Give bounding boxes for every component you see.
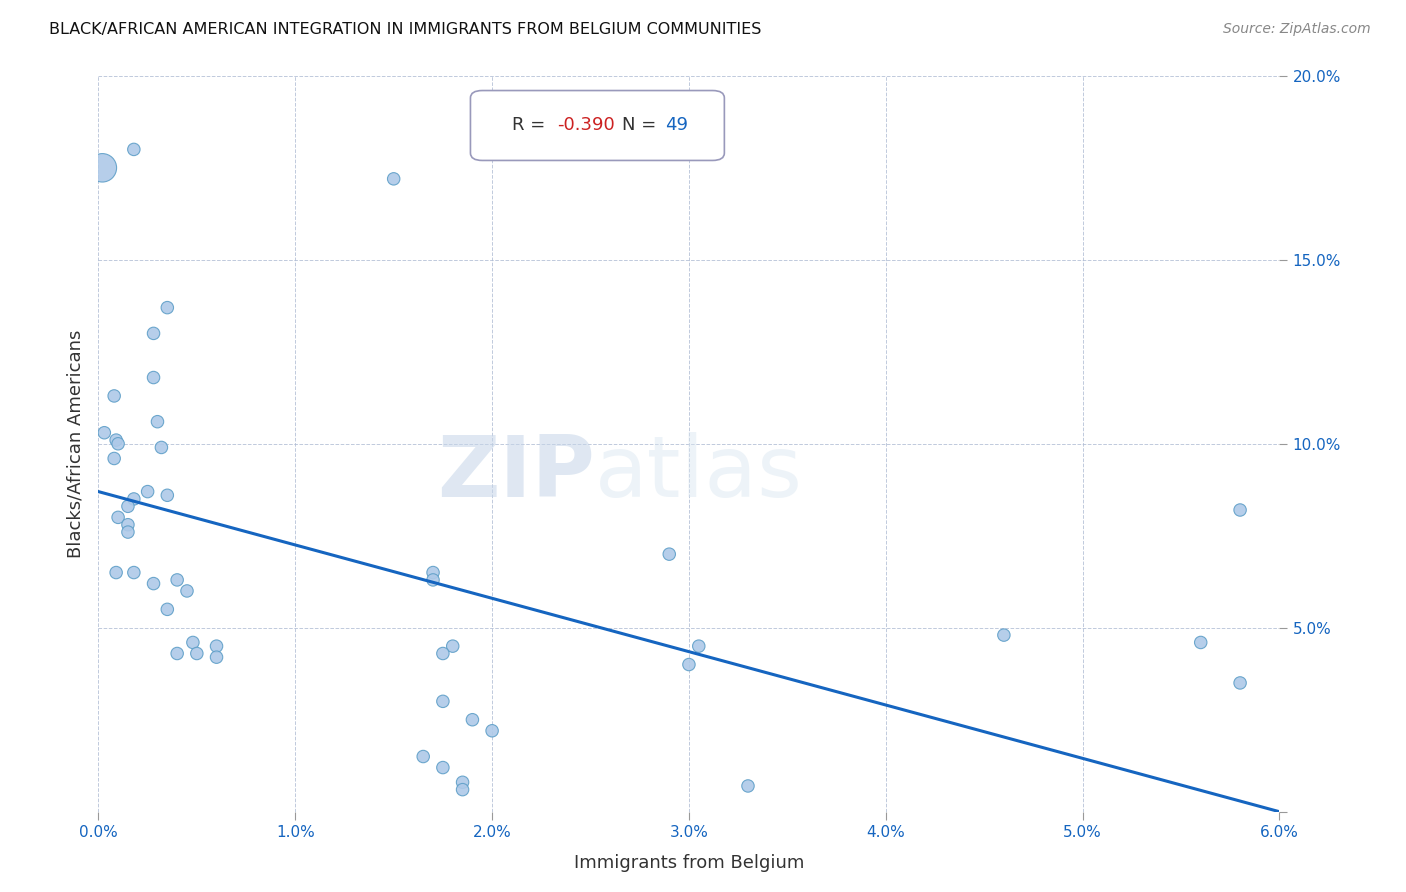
Point <box>422 566 444 580</box>
Point <box>412 749 434 764</box>
Point <box>993 628 1015 642</box>
Point <box>422 573 444 587</box>
Point <box>117 517 139 532</box>
X-axis label: Immigrants from Belgium: Immigrants from Belgium <box>574 854 804 871</box>
Point <box>1229 676 1251 690</box>
Point <box>105 433 128 447</box>
Text: R =: R = <box>512 117 551 135</box>
Point <box>156 488 179 502</box>
Point <box>107 510 129 524</box>
Point <box>103 451 125 466</box>
Point <box>441 639 464 653</box>
Point <box>451 775 474 789</box>
Point <box>205 650 228 665</box>
Text: BLACK/AFRICAN AMERICAN INTEGRATION IN IMMIGRANTS FROM BELGIUM COMMUNITIES: BLACK/AFRICAN AMERICAN INTEGRATION IN IM… <box>49 22 762 37</box>
Point <box>107 436 129 450</box>
Point <box>176 584 198 599</box>
Point <box>122 142 145 157</box>
Text: atlas: atlas <box>595 432 803 515</box>
Point <box>142 326 165 341</box>
Point <box>1189 635 1212 649</box>
Point <box>451 782 474 797</box>
Text: Source: ZipAtlas.com: Source: ZipAtlas.com <box>1223 22 1371 37</box>
Point <box>142 576 165 591</box>
Point <box>117 500 139 514</box>
Text: ZIP: ZIP <box>437 432 595 515</box>
Text: 49: 49 <box>665 117 689 135</box>
Point <box>737 779 759 793</box>
Point <box>166 647 188 661</box>
Point <box>166 573 188 587</box>
Point <box>432 647 454 661</box>
Text: N =: N = <box>621 117 662 135</box>
Point <box>93 425 115 440</box>
Point <box>103 389 125 403</box>
Point <box>688 639 710 653</box>
Point <box>91 161 114 175</box>
Point <box>186 647 208 661</box>
Point <box>481 723 503 738</box>
Point <box>156 602 179 616</box>
Point <box>382 171 405 186</box>
FancyBboxPatch shape <box>471 90 724 161</box>
Point <box>678 657 700 672</box>
Point <box>181 635 204 649</box>
Point <box>117 524 139 539</box>
Point <box>150 441 173 455</box>
Point <box>1229 503 1251 517</box>
Point <box>122 566 145 580</box>
Point <box>146 415 169 429</box>
Point <box>156 301 179 315</box>
Point <box>432 760 454 774</box>
Text: -0.390: -0.390 <box>557 117 614 135</box>
Point <box>205 639 228 653</box>
Point <box>142 370 165 384</box>
Y-axis label: Blacks/African Americans: Blacks/African Americans <box>66 329 84 558</box>
Point <box>122 491 145 506</box>
Point <box>105 566 128 580</box>
Point <box>432 694 454 708</box>
Point <box>658 547 681 561</box>
Point <box>461 713 484 727</box>
Point <box>136 484 159 499</box>
